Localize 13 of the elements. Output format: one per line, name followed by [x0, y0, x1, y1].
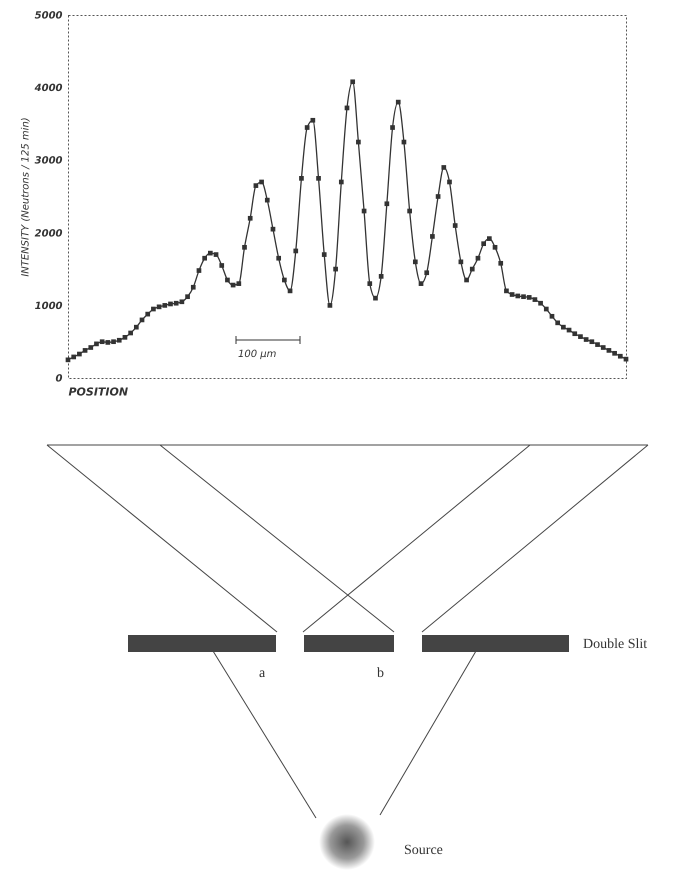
y-tick-label: 1000	[34, 300, 63, 312]
text: Double Slit	[583, 637, 648, 652]
y-tick-label: 4000	[34, 83, 63, 94]
y-tick-label: 2000	[34, 228, 63, 240]
y-tick-label: 3000	[34, 156, 63, 167]
x-axis-title: POSITION	[68, 386, 128, 398]
y-axis-title: INTENSITY (Neutrons / 125 min)	[20, 117, 32, 277]
annotation: 100 µm	[238, 349, 277, 360]
text: a	[259, 666, 266, 681]
text: Source	[404, 843, 443, 858]
text: b	[377, 666, 384, 681]
y-tick-label: 5000	[34, 10, 63, 22]
y-tick-label: 0	[56, 374, 63, 384]
